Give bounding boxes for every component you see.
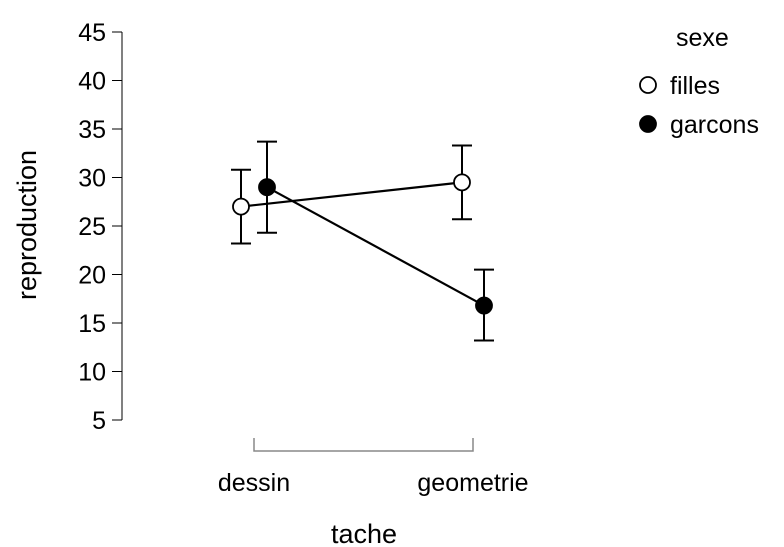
x-tick-label: geometrie bbox=[417, 469, 528, 497]
legend: sexe filles garcons bbox=[639, 24, 759, 139]
legend-marker bbox=[639, 115, 657, 133]
y-axis: 5 10 15 20 25 30 35 40 45 bbox=[78, 19, 123, 435]
legend-marker bbox=[639, 76, 657, 94]
y-tick-label: 25 bbox=[78, 213, 106, 241]
x-axis: dessin geometrie bbox=[218, 438, 529, 497]
legend-label: filles bbox=[670, 72, 720, 100]
y-tick-label: 45 bbox=[78, 19, 106, 47]
series-line-garcons bbox=[266, 186, 485, 307]
y-tick-label: 5 bbox=[92, 407, 106, 435]
x-axis-title: tache bbox=[331, 519, 397, 547]
legend-title: sexe bbox=[676, 24, 729, 52]
data-point-filles bbox=[453, 173, 471, 192]
data-point-garcons bbox=[258, 178, 276, 197]
x-tick-label: dessin bbox=[218, 469, 290, 497]
series-layer bbox=[231, 140, 494, 342]
legend-item-garcons: garcons bbox=[639, 111, 759, 139]
legend-label: garcons bbox=[670, 111, 759, 139]
y-tick-label: 35 bbox=[78, 116, 106, 144]
y-tick-label: 30 bbox=[78, 165, 106, 193]
y-tick-label: 40 bbox=[78, 68, 106, 96]
y-axis-title: reproduction bbox=[12, 150, 42, 300]
data-point-filles bbox=[232, 197, 250, 216]
series-line-filles bbox=[240, 181, 463, 208]
legend-item-filles: filles bbox=[639, 72, 720, 100]
y-tick-label: 10 bbox=[78, 359, 106, 387]
y-tick-label: 20 bbox=[78, 262, 106, 290]
y-tick-label: 15 bbox=[78, 310, 106, 338]
x-axis-line bbox=[253, 438, 474, 452]
data-point-garcons bbox=[475, 296, 493, 315]
